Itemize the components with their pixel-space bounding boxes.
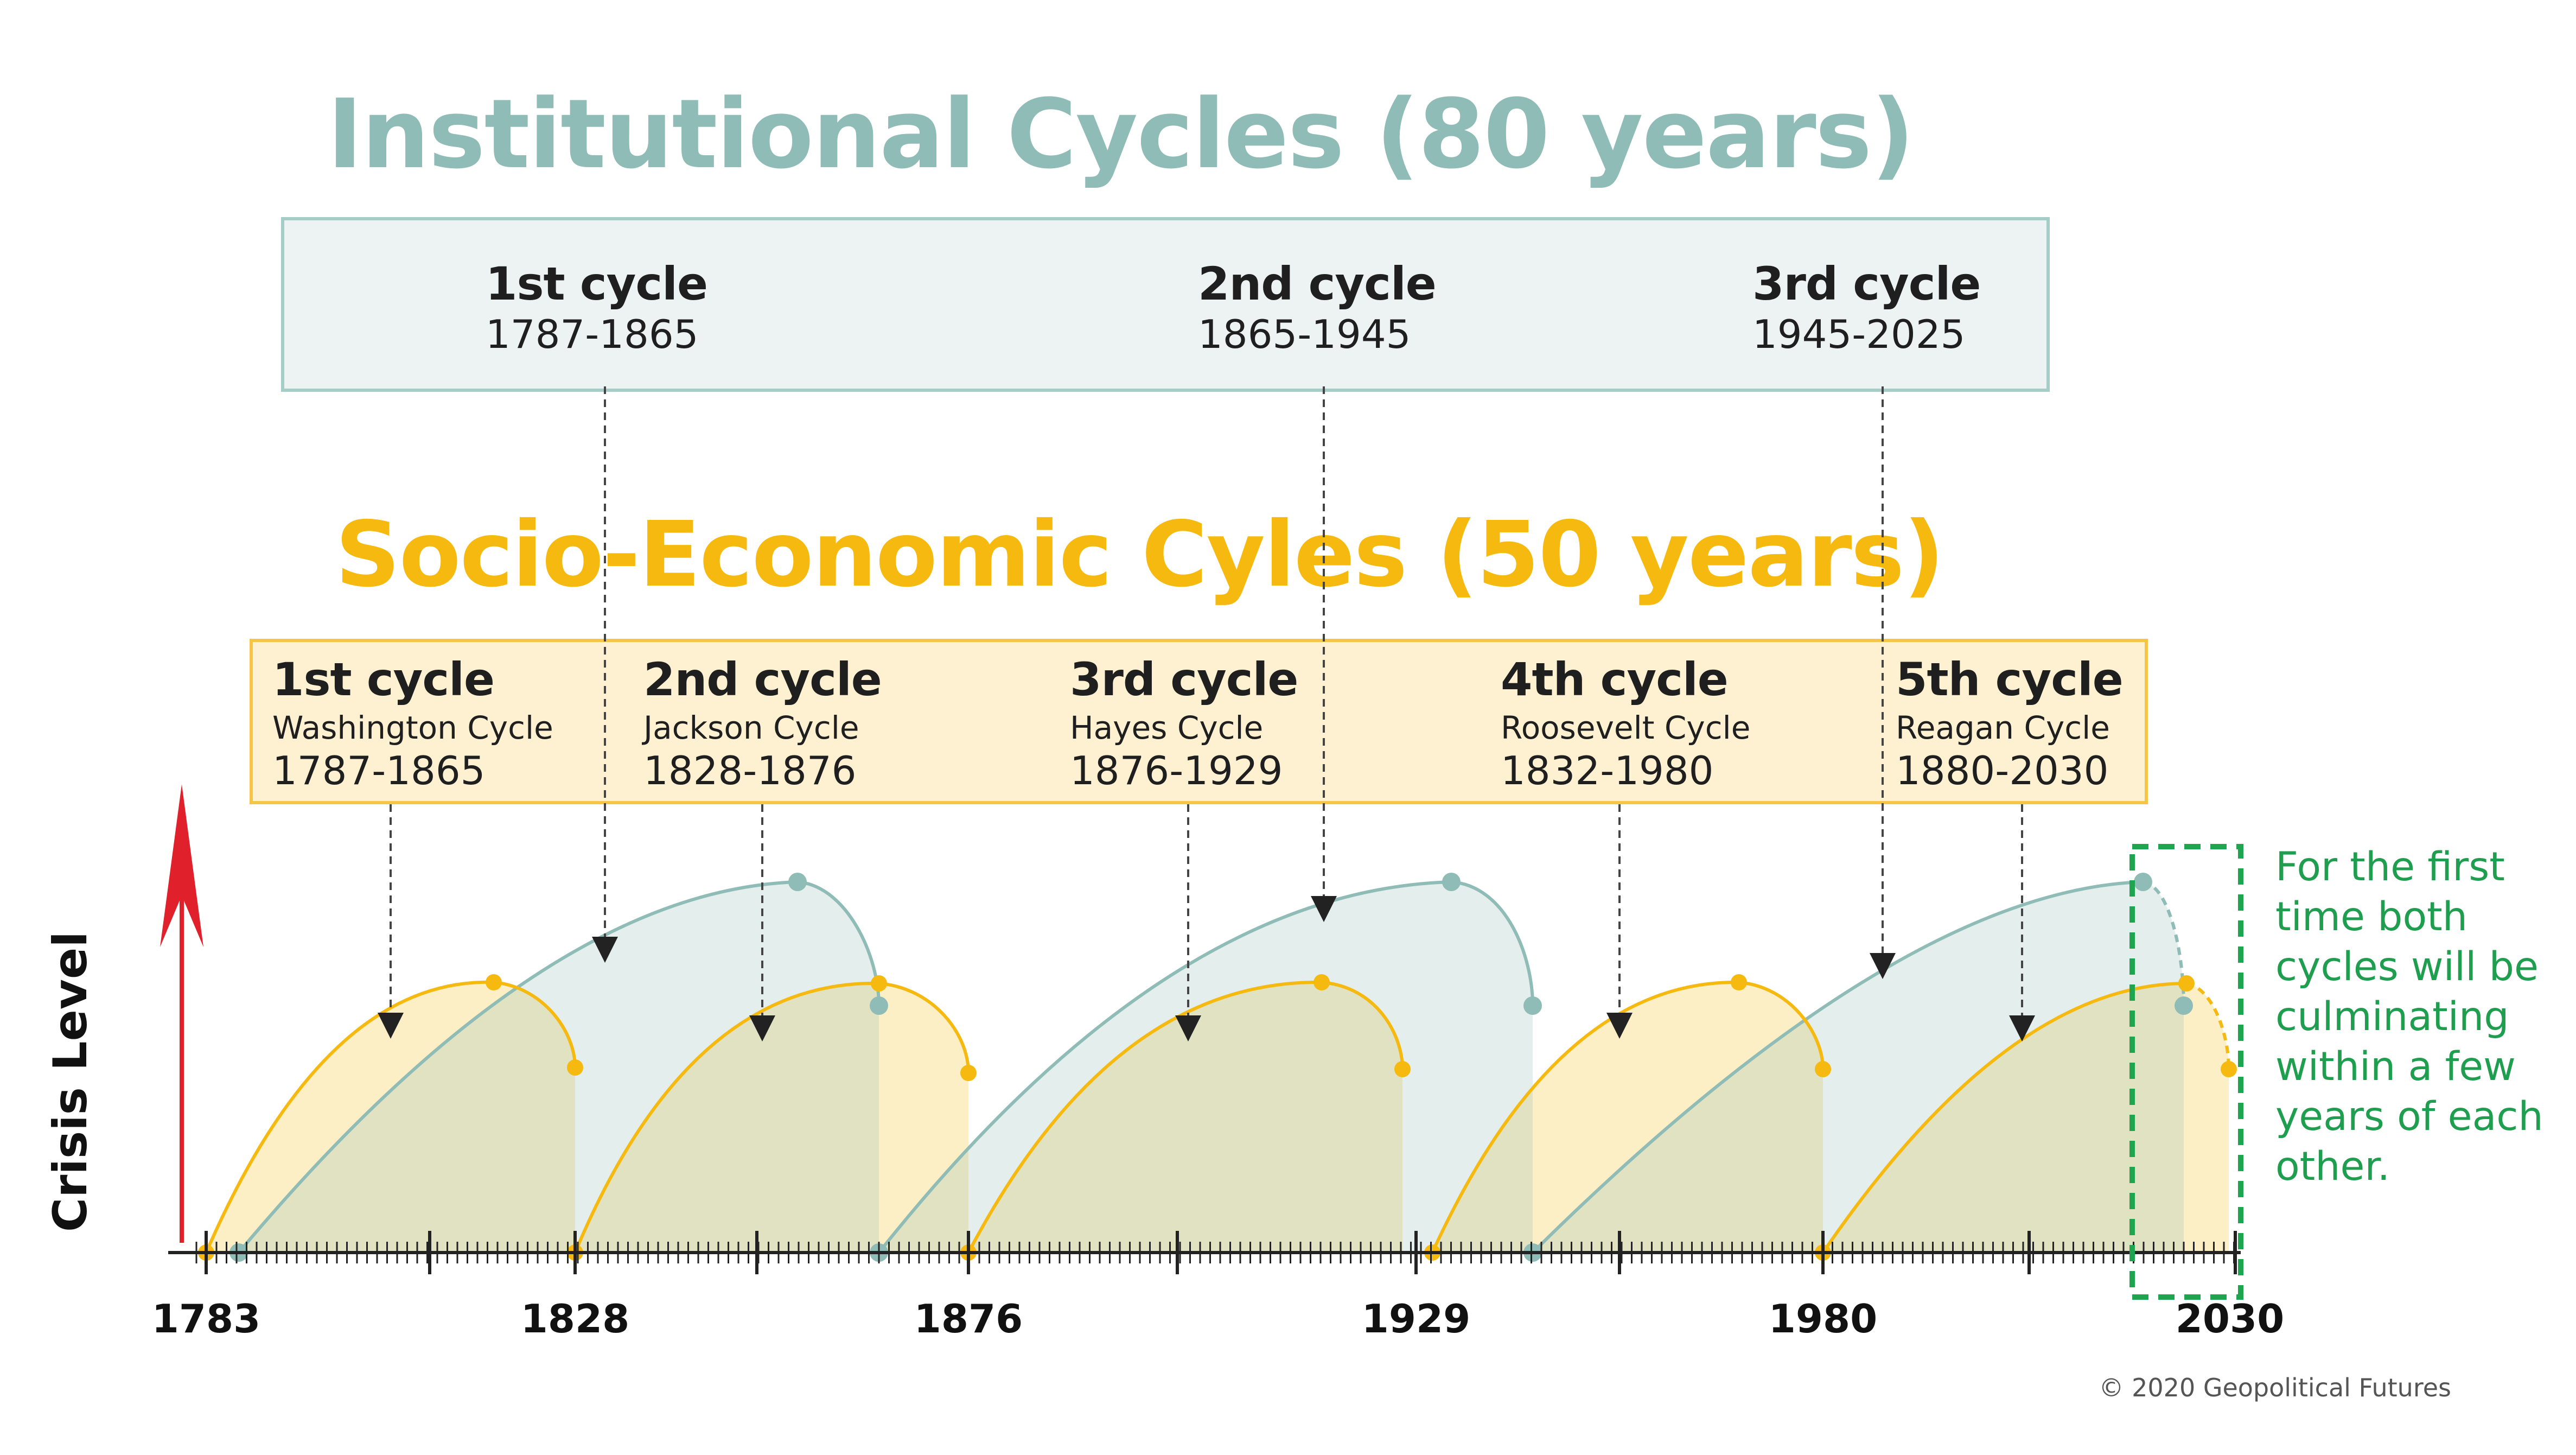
cycle-name: 2nd cycle bbox=[1198, 257, 1437, 310]
cycle-president: Washington Cycle bbox=[272, 709, 553, 747]
institutional-cycle-2: 2nd cycle 1865-1945 bbox=[1198, 257, 1437, 358]
socio-curve-5-projection bbox=[2186, 982, 2230, 1070]
institutional-point bbox=[1442, 873, 1461, 891]
institutional-curve-1 bbox=[237, 880, 881, 1254]
x-tick-label: 1828 bbox=[520, 1296, 630, 1342]
cycle-years: 1876-1929 bbox=[1070, 748, 1283, 794]
socio-area-5 bbox=[1823, 983, 2229, 1253]
cycle-years: 1880-2030 bbox=[1896, 748, 2109, 794]
cycle-name: 3rd cycle bbox=[1070, 653, 1298, 706]
cycle-name: 5th cycle bbox=[1896, 653, 2124, 706]
culmination-note: For the first time both cycles will be c… bbox=[2275, 844, 2543, 1190]
cycle-president: Hayes Cycle bbox=[1070, 709, 1264, 747]
socio-point bbox=[2178, 975, 2195, 992]
socio-point bbox=[1313, 974, 1330, 990]
socio-point bbox=[960, 1065, 977, 1081]
socio-cycle-2: 2nd cycle Jackson Cycle 1828-1876 bbox=[643, 654, 882, 793]
crisis-arrow-head bbox=[160, 784, 203, 947]
socio-cycle-4: 4th cycle Roosevelt Cycle 1832-1980 bbox=[1501, 654, 1750, 793]
x-tick-label: 1929 bbox=[1361, 1296, 1471, 1342]
institutional-cycles-title: Institutional Cycles (80 years) bbox=[327, 79, 1915, 190]
institutional-point bbox=[2134, 873, 2152, 891]
cycle-years: 1945-2025 bbox=[1752, 312, 1966, 358]
socio-economic-cycles-box bbox=[250, 639, 2148, 804]
socio-point bbox=[1731, 974, 1747, 990]
socio-point bbox=[1815, 1061, 1831, 1077]
socio-cycle-3: 3rd cycle Hayes Cycle 1876-1929 bbox=[1070, 654, 1298, 793]
socio-point bbox=[567, 1059, 583, 1076]
cycle-president: Reagan Cycle bbox=[1896, 709, 2110, 747]
timeline-axis bbox=[168, 1231, 2241, 1274]
cycle-name: 2nd cycle bbox=[643, 653, 882, 706]
cycle-years: 1828-1876 bbox=[643, 748, 857, 794]
socio-curves bbox=[205, 980, 2230, 1254]
x-tick-label: 1980 bbox=[1768, 1296, 1878, 1342]
pointer-lines bbox=[378, 386, 2035, 1041]
socio-curve-3 bbox=[967, 980, 1404, 1254]
cycle-years: 1787-1865 bbox=[486, 312, 699, 358]
socio-point bbox=[2221, 1061, 2237, 1077]
socio-curve-2 bbox=[573, 981, 970, 1254]
x-tick-label: 2030 bbox=[2175, 1296, 2285, 1342]
cycle-name: 1st cycle bbox=[486, 257, 708, 310]
cycle-name: 1st cycle bbox=[272, 653, 495, 706]
cycle-years: 1787-1865 bbox=[272, 748, 486, 794]
socio-point bbox=[871, 975, 887, 992]
cycle-name: 3rd cycle bbox=[1752, 257, 1981, 310]
cycle-president: Jackson Cycle bbox=[643, 709, 859, 747]
cycle-name: 4th cycle bbox=[1501, 653, 1729, 706]
institutional-curve-3 bbox=[1531, 880, 2144, 1254]
institutional-area-2 bbox=[879, 882, 1533, 1253]
x-tick-label: 1783 bbox=[151, 1296, 261, 1342]
socio-points bbox=[198, 974, 2237, 1261]
socio-cycle-5: 5th cycle Reagan Cycle 1880-2030 bbox=[1896, 653, 2124, 794]
socio-area-2 bbox=[575, 983, 968, 1253]
y-axis-label: Crisis Level bbox=[43, 931, 98, 1232]
socio-point bbox=[1394, 1061, 1411, 1077]
culmination-highlight-box bbox=[2129, 844, 2243, 1300]
crisis-arrow bbox=[160, 784, 203, 1243]
socio-economic-cycles-title: Socio-Economic Cyles (50 years) bbox=[335, 503, 1944, 607]
copyright: © 2020 Geopolitical Futures bbox=[2099, 1373, 2451, 1402]
socio-curve-4 bbox=[1431, 980, 1825, 1254]
major-ticks bbox=[205, 1231, 2237, 1274]
socio-areas bbox=[206, 982, 2229, 1253]
institutional-point bbox=[2175, 996, 2193, 1015]
socio-area-4 bbox=[1432, 982, 1823, 1253]
socio-curve-1 bbox=[205, 980, 577, 1254]
institutional-point bbox=[1523, 996, 1542, 1015]
cycle-years: 1865-1945 bbox=[1198, 312, 1411, 358]
x-tick-label: 1876 bbox=[914, 1296, 1023, 1342]
socio-cycle-1: 1st cycle Washington Cycle 1787-1865 bbox=[272, 654, 553, 793]
socio-area-3 bbox=[968, 982, 1402, 1253]
institutional-point bbox=[870, 996, 888, 1015]
institutional-cycles-box bbox=[281, 217, 2050, 392]
institutional-area-1 bbox=[239, 882, 879, 1253]
institutional-point bbox=[788, 873, 807, 891]
socio-point bbox=[486, 974, 502, 990]
cycle-years: 1832-1980 bbox=[1501, 748, 1714, 794]
institutional-curve-3-projection bbox=[2143, 880, 2185, 1006]
institutional-points bbox=[229, 873, 2193, 1262]
institutional-cycle-3: 3rd cycle 1945-2025 bbox=[1752, 257, 1981, 358]
institutional-areas bbox=[239, 882, 2184, 1253]
cycle-president: Roosevelt Cycle bbox=[1501, 709, 1751, 747]
institutional-curves bbox=[237, 880, 2185, 1254]
institutional-cycle-1: 1st cycle 1787-1865 bbox=[486, 257, 708, 358]
